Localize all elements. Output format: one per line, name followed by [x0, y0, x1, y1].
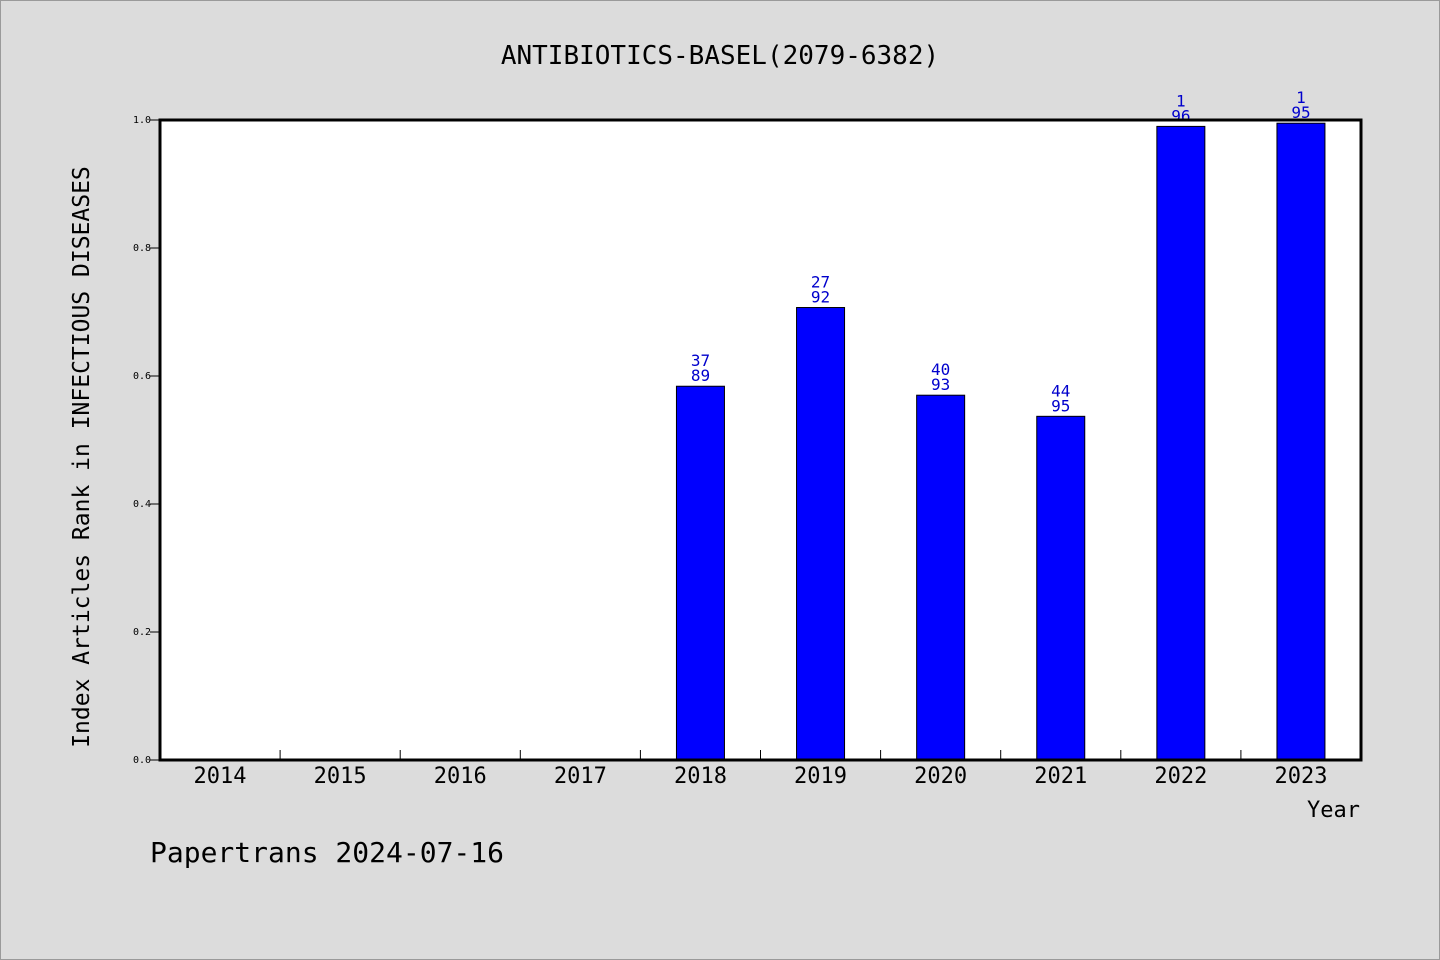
bar [675, 385, 725, 761]
y-tick-label: 0.0 [133, 755, 151, 766]
bar [916, 394, 966, 761]
bar-total-label: 95 [1291, 103, 1310, 122]
bar-total-label: 93 [931, 375, 950, 394]
x-tick-label: 2018 [674, 764, 727, 789]
x-axis-label: Year [1307, 798, 1360, 823]
bar-rank-label: 1 [1176, 91, 1186, 110]
x-tick-label: 2015 [314, 764, 367, 789]
bar-rank-label: 27 [811, 273, 830, 292]
x-axis: 2014 2015 2016 2017 2018 2019 2020 2021 2022 2023 [194, 750, 1327, 789]
bar-rank-label: 40 [931, 360, 950, 379]
y-axis-label: Index Articles Rank in INFECTIOUS DISEAS… [69, 166, 95, 748]
bar-total-label: 96 [1171, 106, 1190, 125]
x-tick-label: 2022 [1154, 764, 1207, 789]
plot-border [158, 118, 1363, 762]
y-axis: 0.0 0.2 0.4 0.6 0.8 1.0 [133, 115, 160, 766]
bar-series [675, 122, 1326, 761]
x-tick-label: 2017 [554, 764, 607, 789]
y-tick-label: 0.2 [133, 627, 151, 638]
x-tick-label: 2014 [194, 764, 247, 789]
y-tick-label: 0.6 [133, 371, 151, 382]
footer-text: Papertrans 2024-07-16 [150, 836, 504, 869]
y-tick-label: 0.8 [133, 243, 151, 254]
x-tick-label: 2023 [1274, 764, 1327, 789]
y-tick-label: 1.0 [133, 115, 151, 126]
bar [1036, 415, 1086, 761]
bar-total-label: 95 [1051, 396, 1070, 415]
x-tick-label: 2020 [914, 764, 967, 789]
bar-rank-label: 37 [691, 351, 710, 370]
x-tick-label: 2019 [794, 764, 847, 789]
bar-total-label: 89 [691, 366, 710, 385]
x-tick-label: 2016 [434, 764, 487, 789]
bar [796, 307, 846, 761]
bar-rank-label: 44 [1051, 381, 1070, 400]
bar-total-label: 92 [811, 288, 830, 307]
chart-title: ANTIBIOTICS-BASEL(2079-6382) [501, 41, 939, 71]
y-tick-label: 0.4 [133, 499, 151, 510]
x-tick-label: 2021 [1034, 764, 1087, 789]
bar [1156, 125, 1206, 761]
bar [1276, 122, 1326, 761]
bar-rank-label: 1 [1296, 88, 1306, 107]
